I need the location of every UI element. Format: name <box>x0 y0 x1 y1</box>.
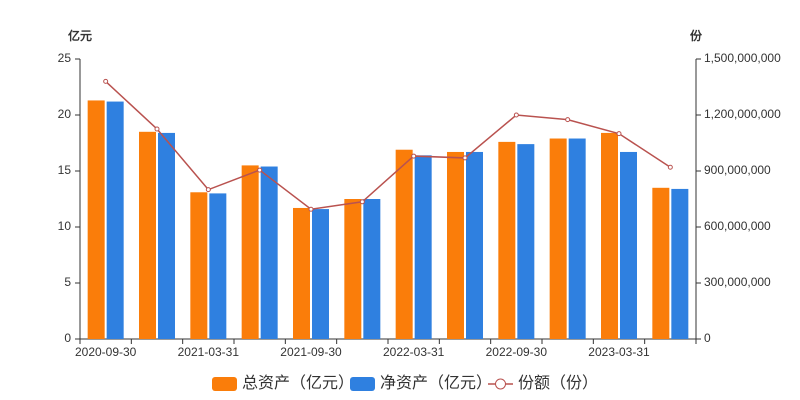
bar <box>517 144 535 339</box>
y2-tick-label: 1,200,000,000 <box>704 107 781 121</box>
line <box>105 80 671 211</box>
x-tick-label: 2023-03-31 <box>588 345 650 359</box>
y2-tick-label: 0 <box>704 331 711 345</box>
y-tick-label: 15 <box>58 163 72 177</box>
bar <box>363 199 381 339</box>
bar <box>414 155 432 339</box>
line-point <box>667 164 673 170</box>
bar <box>447 151 464 339</box>
bar <box>139 131 156 339</box>
bar <box>312 209 329 339</box>
y-tick-label: 20 <box>58 107 72 121</box>
bar <box>209 193 227 339</box>
bar <box>466 151 483 339</box>
x-tick-label: 2020-09-30 <box>75 345 137 359</box>
y2-tick-label: 300,000,000 <box>704 275 771 289</box>
legend-label: 净资产（亿元） <box>380 374 492 392</box>
bar <box>87 100 105 339</box>
y-tick-label: 25 <box>58 51 72 65</box>
bar <box>620 151 637 339</box>
line-point <box>513 112 519 118</box>
bar <box>158 132 175 339</box>
line-point <box>103 78 109 84</box>
legend-swatch <box>495 378 506 390</box>
legend-swatch <box>350 377 375 391</box>
line-point <box>257 167 263 173</box>
y-tick-label: 10 <box>58 219 72 233</box>
line-point <box>205 187 211 193</box>
bar <box>498 141 516 339</box>
bar <box>106 101 124 339</box>
bar <box>190 192 208 339</box>
bar <box>568 138 586 339</box>
y2-tick-label: 600,000,000 <box>704 219 771 233</box>
line-point <box>616 131 622 137</box>
x-tick-label: 2021-09-30 <box>280 345 342 359</box>
y2-axis-label: 份 <box>690 28 703 43</box>
bar <box>549 138 567 339</box>
bar <box>652 187 670 339</box>
x-tick-label: 2022-03-31 <box>383 345 445 359</box>
y-tick-label: 5 <box>64 275 71 289</box>
y-tick-label: 0 <box>64 331 71 345</box>
line-point <box>565 117 571 123</box>
legend-label: 总资产（亿元） <box>242 374 354 392</box>
x-tick-label: 2021-03-31 <box>178 345 240 359</box>
line-point <box>308 206 314 212</box>
bar <box>671 188 689 339</box>
line-point <box>462 155 468 161</box>
line-point <box>411 153 417 159</box>
bar <box>260 166 278 339</box>
bar <box>601 132 618 339</box>
bar <box>241 165 259 339</box>
line-point <box>154 126 160 132</box>
y-axis-label: 亿元 <box>68 28 92 43</box>
line-point <box>359 199 365 205</box>
y2-tick-label: 1,500,000,000 <box>704 51 781 65</box>
y2-tick-label: 900,000,000 <box>704 163 771 177</box>
bar <box>293 207 310 339</box>
legend-label: 份额（份） <box>518 374 598 392</box>
bar <box>395 149 413 339</box>
bar <box>344 199 362 339</box>
x-tick-label: 2022-09-30 <box>486 345 548 359</box>
legend-swatch <box>212 377 237 391</box>
